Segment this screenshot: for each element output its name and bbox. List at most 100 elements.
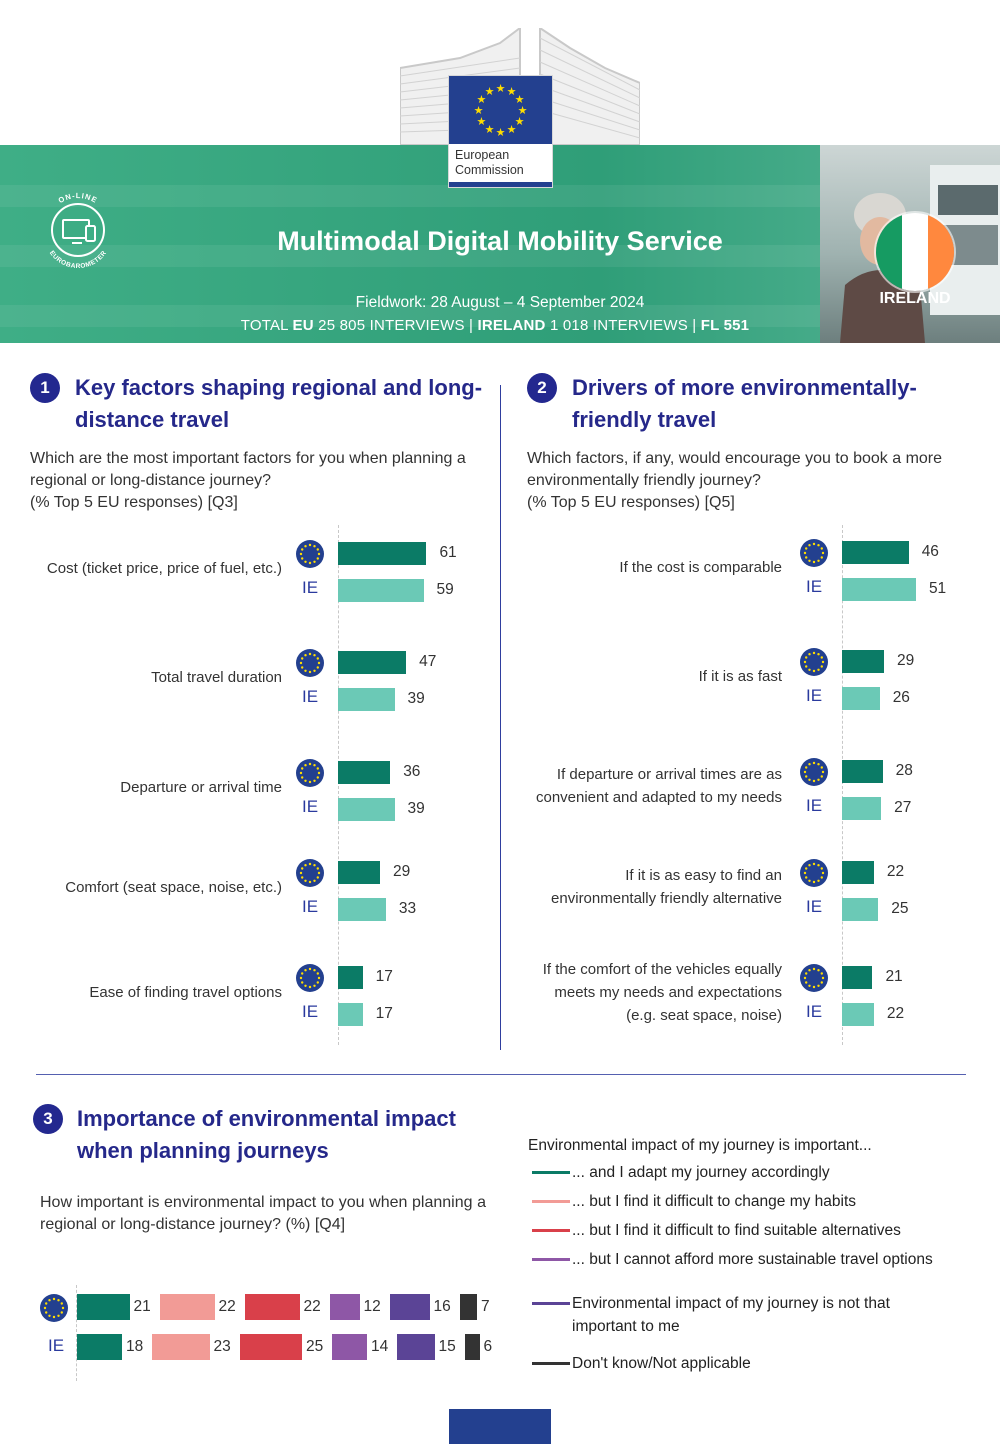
ie-label: IE (301, 1002, 319, 1021)
category-label: If the comfort of the vehicles equally m… (542, 960, 782, 1024)
bar-eu (842, 966, 873, 989)
org-name-line2: Commission (455, 163, 524, 177)
data-label: 39 (407, 690, 425, 707)
category-label: If it is as easy to find an environmenta… (551, 867, 782, 907)
question-text: Which are the most important factors for… (30, 450, 466, 489)
bar-ie (842, 898, 879, 921)
question-note: (% Top 5 EU responses) [Q3] (30, 494, 238, 511)
section-title: Importance of environmental impact when … (77, 1106, 456, 1163)
chart-axis (338, 525, 339, 1045)
legend-entry: Don't know/Not applicable (572, 1355, 751, 1372)
legend-swatch (532, 1258, 570, 1261)
bar-eu (842, 760, 883, 783)
data-label: 28 (895, 762, 913, 779)
ie-label: IE (805, 1002, 823, 1021)
legend-swatch (532, 1229, 570, 1232)
svg-text:★: ★ (477, 116, 487, 128)
data-label: 36 (403, 763, 421, 780)
svg-text:★: ★ (507, 86, 517, 98)
stacked-segment (244, 1294, 300, 1320)
data-label: 16 (433, 1298, 451, 1315)
bar-eu (338, 542, 427, 565)
data-label: 21 (885, 968, 903, 985)
data-label: 17 (375, 1005, 393, 1022)
category-label: If it is as fast (698, 667, 782, 685)
section-divider (36, 1074, 966, 1075)
traveller-photo (820, 145, 1000, 343)
stacked-segment (389, 1294, 430, 1320)
bar-ie (338, 1003, 363, 1026)
svg-text:★: ★ (474, 105, 484, 117)
data-label: 22 (303, 1298, 321, 1315)
section-number: 2 (527, 373, 557, 403)
org-name-line1: European (455, 148, 510, 162)
ie-label: IE (301, 578, 319, 597)
ireland-flag-icon (876, 213, 954, 291)
data-label: 12 (363, 1298, 381, 1315)
ie-label: IE (301, 687, 319, 706)
data-label: 39 (407, 800, 425, 817)
section-title: Key factors shaping regional and long-di… (75, 375, 483, 432)
footer-flag-bar (449, 1409, 551, 1444)
totals-country-label: IRELAND (477, 317, 546, 334)
bar-eu (842, 861, 874, 884)
section-number: 1 (30, 373, 60, 403)
section-title: Drivers of more environmentally-friendly… (572, 375, 917, 432)
eu-flag-icon (296, 964, 324, 992)
data-label: 47 (419, 653, 437, 670)
eu-flag-icon (296, 649, 324, 677)
category-label: Departure or arrival time (120, 778, 282, 796)
data-label: 7 (481, 1298, 490, 1315)
badge-top-text: ON-LINE (57, 191, 98, 205)
interview-totals: TOTAL EU 25 805 INTERVIEWS | IRELAND 1 0… (0, 317, 990, 334)
stacked-segment (77, 1294, 130, 1320)
bar-ie (338, 688, 395, 711)
bar-eu (338, 861, 381, 884)
data-label: 22 (218, 1298, 236, 1315)
svg-text:★: ★ (515, 116, 525, 128)
bar-ie (842, 578, 916, 601)
totals-eu-label: EU (292, 317, 314, 334)
data-label: 25 (891, 900, 909, 917)
eu-flag-icon (296, 759, 324, 787)
chart-axis (76, 1285, 77, 1381)
data-label: 21 (133, 1298, 151, 1315)
stacked-segment (77, 1334, 122, 1360)
question-text: How important is environmental impact to… (40, 1194, 486, 1233)
data-label: 22 (886, 1005, 905, 1022)
legend-swatch (532, 1362, 570, 1365)
data-label: 18 (126, 1338, 144, 1355)
svg-text:ON-LINE: ON-LINE (57, 191, 99, 205)
bar-ie (338, 579, 424, 602)
data-label: 26 (892, 689, 910, 706)
bar-ie (842, 1003, 874, 1026)
section-number: 3 (33, 1104, 63, 1134)
stacked-segment (239, 1334, 302, 1360)
data-label: 15 (438, 1338, 456, 1355)
legend-entry: ... and I adapt my journey accordingly (572, 1164, 830, 1181)
question-note: (% Top 5 EU responses) [Q5] (527, 494, 735, 511)
eu-flag-icon (800, 964, 828, 992)
eu-flag-icon (800, 859, 828, 887)
eu-flag-icon (40, 1294, 68, 1322)
data-label: 25 (306, 1338, 324, 1355)
legend-swatch (532, 1200, 570, 1203)
data-label: 23 (213, 1338, 231, 1355)
category-label: Ease of finding travel options (89, 983, 282, 1001)
legend-entry: ... but I find it difficult to change my… (572, 1193, 857, 1210)
eu-flag-icon (800, 758, 828, 786)
totals-eu-value: 25 805 INTERVIEWS | (313, 317, 478, 334)
eu-flag-icon (296, 859, 324, 887)
bar-eu (842, 541, 909, 564)
svg-text:★: ★ (507, 124, 517, 136)
eu-flag-icon: ★ ★★★★★★★★★★★ (449, 76, 552, 144)
bar-eu (338, 761, 391, 784)
data-label: 29 (897, 652, 915, 669)
stacked-segment (459, 1294, 477, 1320)
legend-entry: ... but I cannot afford more sustainable… (572, 1251, 933, 1268)
ie-label: IE (47, 1336, 65, 1355)
chart-axis (842, 525, 843, 1045)
category-label: If the cost is comparable (619, 558, 782, 576)
totals-prefix: TOTAL (240, 317, 293, 334)
svg-text:★: ★ (496, 83, 506, 95)
